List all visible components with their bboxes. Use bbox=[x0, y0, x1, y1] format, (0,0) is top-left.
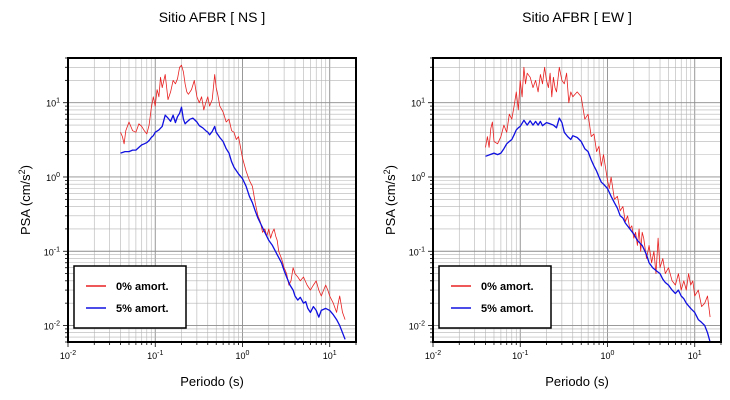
legend-box bbox=[73, 265, 187, 329]
y-axis-label: PSA (cm/s2) bbox=[17, 165, 33, 235]
legend-label: 5% amort. bbox=[481, 303, 534, 315]
x-tick-label: 10-1 bbox=[512, 350, 528, 361]
legend-label: 0% amort. bbox=[481, 281, 534, 293]
x-tick-label: 100 bbox=[601, 350, 615, 361]
y-tick-label: 10-1 bbox=[409, 246, 425, 257]
x-tick-label: 10-1 bbox=[147, 350, 163, 361]
legend-label: 0% amort. bbox=[116, 281, 169, 293]
legend: 0% amort. 5% amort. bbox=[73, 265, 187, 329]
chart-panel-2: 10-2 10-1 100 101 10-2 10-1 100 101 Sitio AFBR [… bbox=[382, 9, 722, 389]
series-line-undamped bbox=[120, 64, 346, 320]
legend-label: 5% amort. bbox=[116, 303, 169, 315]
y-tick-label: 10-2 bbox=[409, 321, 425, 332]
x-axis-label: Periodo (s) bbox=[180, 374, 244, 389]
series-line-damped bbox=[485, 117, 711, 342]
chart-title: Sitio AFBR [ NS ] bbox=[159, 9, 266, 25]
x-tick-label: 101 bbox=[323, 350, 337, 361]
series-line-damped bbox=[120, 106, 346, 340]
y-tick-label: 10-1 bbox=[44, 246, 60, 257]
plot-frame bbox=[67, 57, 357, 343]
y-tick-label: 101 bbox=[411, 98, 425, 109]
y-tick-label: 100 bbox=[46, 172, 60, 183]
legend: 0% amort. 5% amort. bbox=[438, 265, 552, 329]
x-tick-label: 100 bbox=[236, 350, 250, 361]
x-tick-label: 10-2 bbox=[425, 350, 441, 361]
legend-box bbox=[438, 265, 552, 329]
series-line-undamped bbox=[485, 66, 711, 318]
y-axis-label: PSA (cm/s2) bbox=[382, 165, 398, 235]
chart-panel-1: 10-2 10-1 100 101 10-2 10-1 100 101 Sitio AFBR [… bbox=[17, 9, 357, 389]
x-tick-label: 101 bbox=[688, 350, 702, 361]
x-axis-label: Periodo (s) bbox=[545, 374, 609, 389]
chart-title: Sitio AFBR [ EW ] bbox=[522, 9, 632, 25]
grid bbox=[67, 57, 357, 343]
y-tick-label: 100 bbox=[411, 172, 425, 183]
y-tick-label: 101 bbox=[46, 98, 60, 109]
y-tick-label: 10-2 bbox=[44, 321, 60, 332]
x-tick-label: 10-2 bbox=[60, 350, 76, 361]
plot-frame bbox=[432, 57, 722, 343]
